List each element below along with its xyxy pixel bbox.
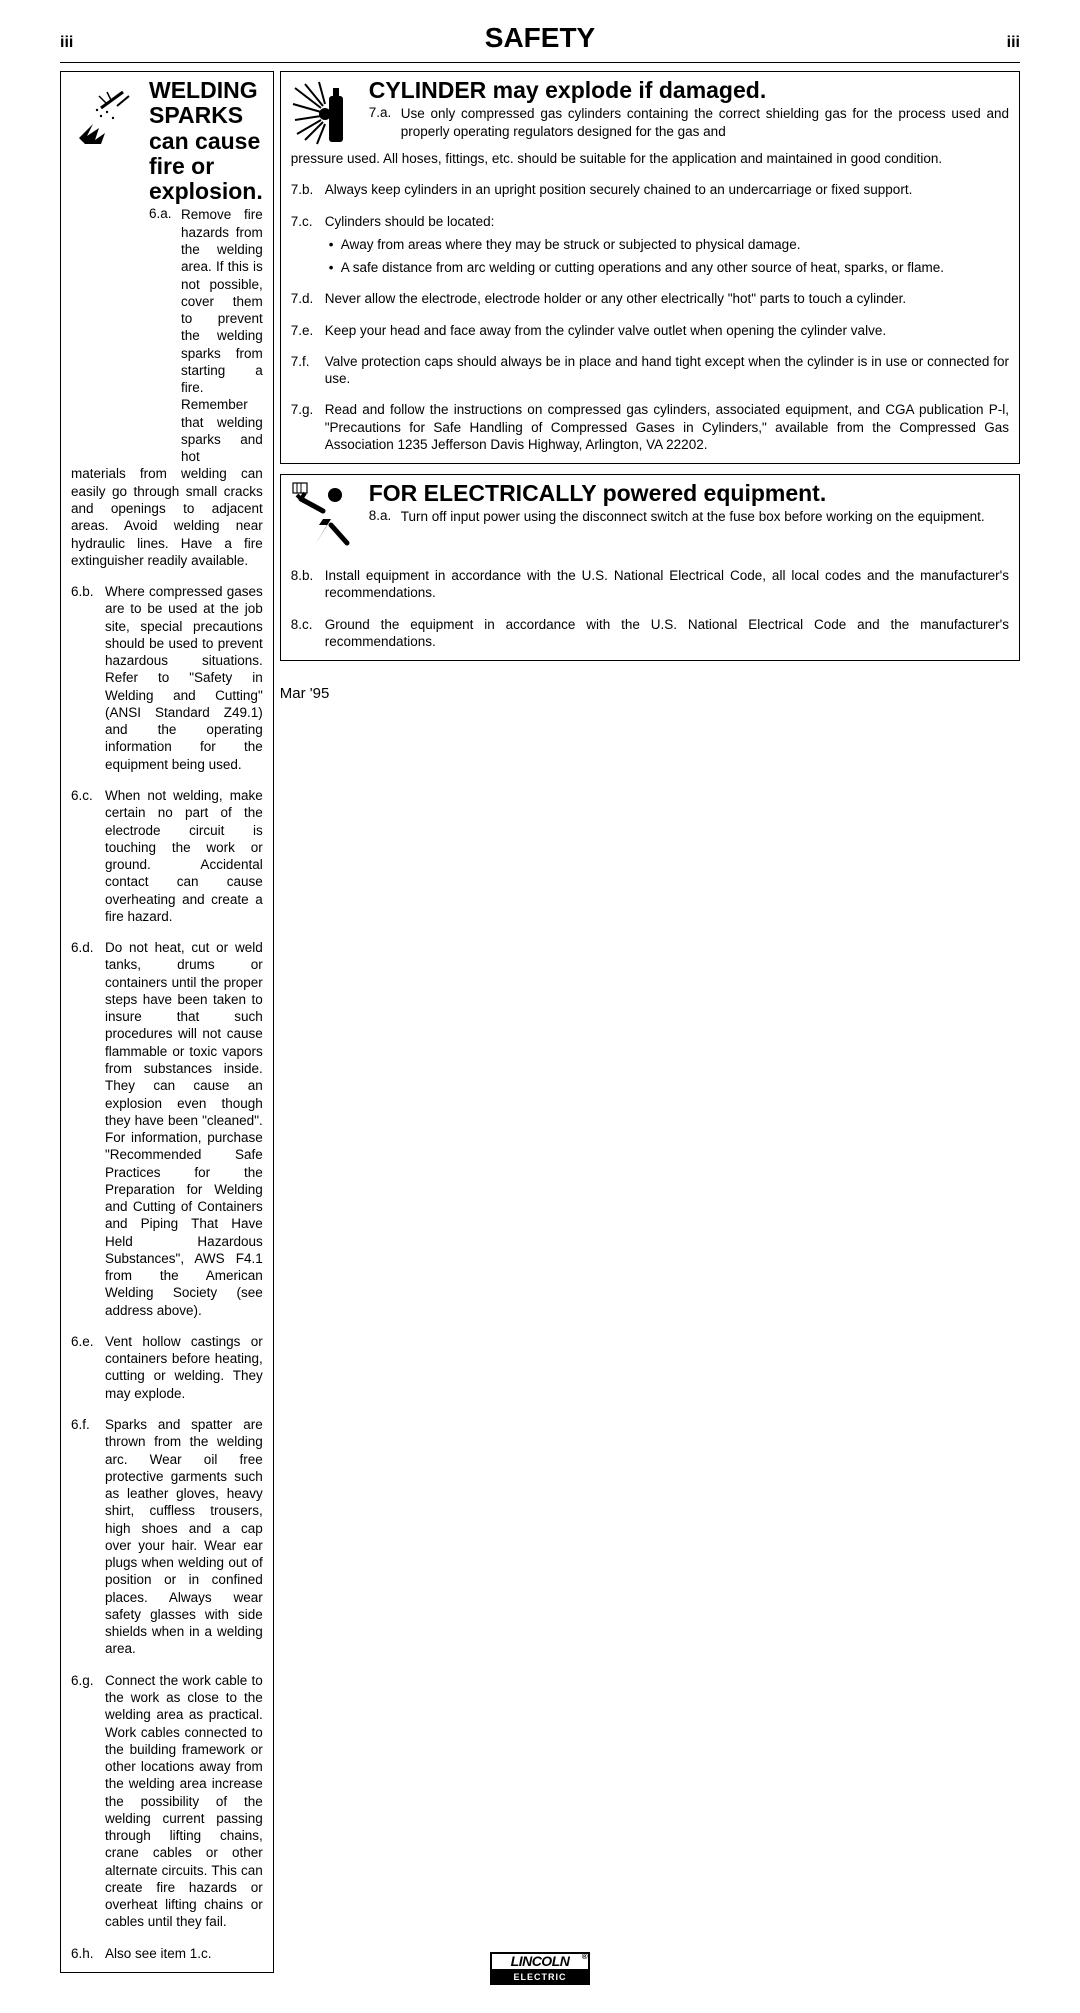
right-column: CYLINDER may explode if damaged. 7.a. Us… bbox=[280, 71, 1020, 1973]
list-item: 8.b. Install equipment in accordance with… bbox=[291, 567, 1009, 602]
item-body: Install equipment in accordance with the… bbox=[325, 567, 1009, 602]
item-num: 6.e. bbox=[71, 1333, 97, 1402]
item-body: Read and follow the instructions on comp… bbox=[325, 401, 1009, 453]
left-column: WELDING SPARKS can cause fire or explosi… bbox=[60, 71, 274, 1973]
logo-top: LINCOLN ® bbox=[490, 1952, 590, 1969]
list-item: 6.e. Vent hollow castings or containers b… bbox=[71, 1333, 263, 1402]
logo-reg: ® bbox=[582, 1953, 587, 1962]
sub-item-text: Away from areas where they may be struck… bbox=[341, 236, 1009, 253]
intro-wrap: pressure used. All hoses, fittings, etc.… bbox=[291, 150, 1009, 167]
list-item: 7.b. Always keep cylinders in an upright … bbox=[291, 181, 1009, 198]
intro-first: Use only compressed gas cylinders contai… bbox=[401, 105, 1009, 140]
item-num: 6.d. bbox=[71, 939, 97, 1319]
item-num: 6.c. bbox=[71, 787, 97, 925]
item-num: 7.e. bbox=[291, 322, 317, 339]
list-item: 6.g. Connect the work cable to the work a… bbox=[71, 1672, 263, 1931]
item-body: Always keep cylinders in an upright posi… bbox=[325, 181, 1009, 198]
bullet-icon: • bbox=[329, 236, 337, 253]
item-body: Keep your head and face away from the cy… bbox=[325, 322, 1009, 339]
item-num: 7.b. bbox=[291, 181, 317, 198]
item-num: 7.f. bbox=[291, 353, 317, 388]
list-item: 8.c. Ground the equipment in accordance w… bbox=[291, 616, 1009, 651]
electric-block: FOR ELECTRICALLY powered equipment. 8.a.… bbox=[280, 474, 1020, 661]
cylinder-block: CYLINDER may explode if damaged. 7.a. Us… bbox=[280, 71, 1020, 464]
cylinder-title: CYLINDER may explode if damaged. bbox=[369, 78, 1009, 103]
sub-item-text: A safe distance from arc welding or cutt… bbox=[341, 259, 1009, 276]
item-num: 8.c. bbox=[291, 616, 317, 651]
electric-title: FOR ELECTRICALLY powered equipment. bbox=[369, 481, 1009, 506]
item-num: 6.a. bbox=[149, 206, 175, 465]
sub-item: •A safe distance from arc welding or cut… bbox=[329, 259, 1009, 276]
intro-wrap: materials from welding can easily go thr… bbox=[71, 465, 263, 569]
list-item: 7.d. Never allow the electrode, electrode… bbox=[291, 290, 1009, 307]
item-num: 6.g. bbox=[71, 1672, 97, 1931]
intro-first: Turn off input power using the disconnec… bbox=[401, 508, 985, 525]
list-item: 7.c. Cylinders should be located:•Away fr… bbox=[291, 213, 1009, 277]
item-body: When not welding, make certain no part o… bbox=[105, 787, 263, 925]
cylinder-icon bbox=[291, 78, 363, 150]
sparks-head: WELDING SPARKS can cause fire or explosi… bbox=[71, 78, 263, 465]
content-columns: WELDING SPARKS can cause fire or explosi… bbox=[60, 71, 1020, 1973]
date: Mar '95 bbox=[280, 685, 1020, 702]
item-body: Connect the work cable to the work as cl… bbox=[105, 1672, 263, 1931]
page-tag-right: iii bbox=[1007, 34, 1020, 52]
item-num: 8.a. bbox=[369, 508, 395, 525]
header: iii SAFETY iii bbox=[60, 22, 1020, 54]
list-item: 6.c. When not welding, make certain no pa… bbox=[71, 787, 263, 925]
electric-icon bbox=[291, 481, 363, 553]
logo-bottom: ELECTRIC bbox=[490, 1969, 590, 1985]
item-body: Where compressed gases are to be used at… bbox=[105, 583, 263, 773]
sparks-icon bbox=[71, 78, 143, 150]
logo: LINCOLN ® ELECTRIC bbox=[0, 1952, 1080, 1985]
sub-item: •Away from areas where they may be struc… bbox=[329, 236, 1009, 253]
list-item: 6.d. Do not heat, cut or weld tanks, drum… bbox=[71, 939, 263, 1319]
electric-head: FOR ELECTRICALLY powered equipment. 8.a.… bbox=[291, 481, 1009, 553]
header-rule bbox=[60, 62, 1020, 63]
list-item: 7.e. Keep your head and face away from th… bbox=[291, 322, 1009, 339]
page-tag-left: iii bbox=[60, 34, 73, 52]
item-num: 7.a. bbox=[369, 105, 395, 140]
item-body: Do not heat, cut or weld tanks, drums or… bbox=[105, 939, 263, 1319]
item-num: 7.c. bbox=[291, 213, 317, 277]
list-item: 7.g. Read and follow the instructions on … bbox=[291, 401, 1009, 453]
item-body: Never allow the electrode, electrode hol… bbox=[325, 290, 1009, 307]
bullet-icon: • bbox=[329, 259, 337, 276]
item-num: 6.b. bbox=[71, 583, 97, 773]
list-item: 6.b. Where compressed gases are to be use… bbox=[71, 583, 263, 773]
cylinder-head: CYLINDER may explode if damaged. 7.a. Us… bbox=[291, 78, 1009, 150]
item-body: Sparks and spatter are thrown from the w… bbox=[105, 1416, 263, 1658]
item-body: Valve protection caps should always be i… bbox=[325, 353, 1009, 388]
item-num: 7.g. bbox=[291, 401, 317, 453]
item-body: Cylinders should be located:•Away from a… bbox=[325, 213, 1009, 277]
list-item: 7.f. Valve protection caps should always … bbox=[291, 353, 1009, 388]
item-num: 8.b. bbox=[291, 567, 317, 602]
sparks-title: WELDING SPARKS can cause fire or explosi… bbox=[149, 78, 263, 204]
item-num: 7.d. bbox=[291, 290, 317, 307]
item-body: Vent hollow castings or containers befor… bbox=[105, 1333, 263, 1402]
intro-first: Remove fire hazards from the welding are… bbox=[181, 206, 263, 465]
page-title: SAFETY bbox=[73, 22, 1006, 54]
logo-top-text: LINCOLN bbox=[511, 1953, 570, 1969]
item-body: Ground the equipment in accordance with … bbox=[325, 616, 1009, 651]
item-num: 6.f. bbox=[71, 1416, 97, 1658]
list-item: 6.f. Sparks and spatter are thrown from t… bbox=[71, 1416, 263, 1658]
